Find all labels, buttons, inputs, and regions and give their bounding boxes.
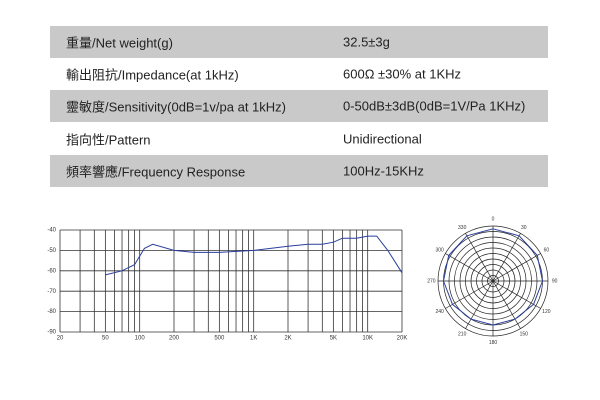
y-tick-label: -60	[47, 268, 56, 274]
x-tick-label: 50	[102, 336, 109, 342]
angle-label: 120	[542, 309, 551, 315]
x-tick-label: 2K	[284, 336, 291, 342]
spoke	[492, 280, 521, 329]
spec-row: 輸出阻抗/Impedance(at 1kHz) 600Ω ±30% at 1KHz	[50, 58, 548, 90]
angle-label: 90	[552, 278, 558, 284]
polar-pattern	[442, 228, 544, 326]
angle-label: 150	[520, 332, 529, 338]
spoke	[445, 253, 494, 282]
spec-label: 靈敏度/Sensitivity(0dB=1v/pa at 1kHz)	[66, 99, 286, 115]
spec-value: 100Hz-15KHz	[343, 163, 424, 179]
y-tick-label: -80	[47, 309, 56, 315]
x-tick-label: 100	[135, 336, 146, 342]
spec-label: 指向性/Pattern	[66, 132, 151, 148]
spec-row: 指向性/Pattern Unidirectional	[50, 123, 548, 155]
spoke	[465, 280, 494, 329]
spec-row: 靈敏度/Sensitivity(0dB=1v/pa at 1kHz) 0-50dB…	[50, 90, 548, 123]
spoke	[445, 280, 494, 309]
x-tick-label: 500	[214, 336, 225, 342]
angle-label: 270	[427, 278, 436, 284]
y-tick-label: -90	[47, 330, 56, 336]
x-tick-label: 20K	[397, 336, 408, 342]
angle-label: 240	[435, 309, 444, 315]
spec-value: 32.5±3g	[343, 34, 390, 50]
angle-label: 180	[489, 340, 498, 346]
spec-label: 頻率響應/Frequency Response	[66, 164, 246, 180]
spoke	[492, 280, 541, 309]
spec-value: Unidirectional	[343, 131, 422, 147]
spec-row: 頻率響應/Frequency Response 100Hz-15KHz	[50, 154, 548, 187]
spec-label: 重量/Net weight(g)	[66, 35, 173, 51]
spec-label: 輸出阻抗/Impedance(at 1kHz)	[66, 67, 239, 83]
angle-label: 300	[435, 248, 444, 254]
x-tick-label: 200	[169, 336, 180, 342]
spec-value: 0-50dB±3dB(0dB=1V/Pa 1KHz)	[343, 98, 526, 114]
angle-label: 210	[458, 332, 467, 338]
spoke	[465, 233, 494, 282]
y-tick-label: -40	[47, 228, 56, 234]
x-tick-label: 10K	[362, 336, 373, 342]
y-tick-label: -50	[47, 248, 56, 254]
y-tick-label: -70	[47, 289, 56, 295]
x-tick-label: 20	[57, 336, 64, 342]
x-tick-label: 5K	[330, 336, 337, 342]
angle-label: 330	[458, 225, 467, 231]
spoke	[492, 253, 541, 282]
spoke	[492, 233, 521, 282]
x-tick-label: 1K	[250, 336, 257, 342]
response-curve	[105, 235, 403, 276]
angle-label: 0	[492, 217, 495, 223]
spec-value: 600Ω ±30% at 1KHz	[343, 66, 462, 82]
angle-label: 30	[521, 225, 527, 231]
spec-row: 重量/Net weight(g) 32.5±3g	[50, 26, 548, 58]
angle-label: 60	[544, 248, 550, 254]
